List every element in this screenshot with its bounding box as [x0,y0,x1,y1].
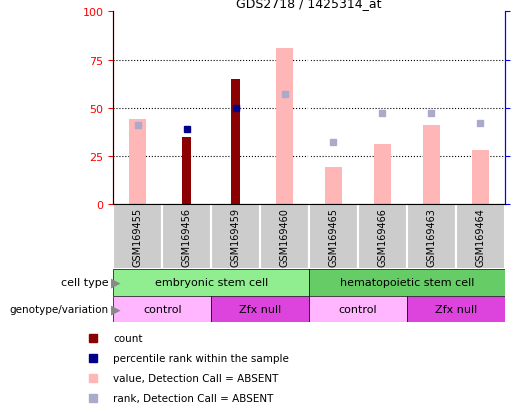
FancyBboxPatch shape [113,270,309,296]
FancyBboxPatch shape [309,296,407,322]
Text: GSM169459: GSM169459 [231,208,241,266]
FancyBboxPatch shape [113,204,162,270]
Bar [231,80,240,204]
Text: GSM169464: GSM169464 [475,208,485,266]
Bar [182,137,191,204]
Text: GSM169455: GSM169455 [133,208,143,267]
Text: GSM169460: GSM169460 [280,208,289,266]
Bar [374,145,391,204]
Text: GSM169463: GSM169463 [426,208,436,266]
FancyBboxPatch shape [211,204,260,270]
Text: hematopoietic stem cell: hematopoietic stem cell [340,278,474,287]
Bar [472,151,489,204]
FancyBboxPatch shape [358,204,407,270]
Text: embryonic stem cell: embryonic stem cell [154,278,268,287]
Text: ▶: ▶ [111,276,121,289]
FancyBboxPatch shape [407,296,505,322]
Bar [423,126,440,204]
Text: count: count [113,334,143,344]
Text: percentile rank within the sample: percentile rank within the sample [113,354,289,363]
Text: GSM169456: GSM169456 [182,208,192,266]
Text: GSM169465: GSM169465 [329,208,338,266]
FancyBboxPatch shape [113,296,211,322]
Text: control: control [338,304,377,314]
Text: rank, Detection Call = ABSENT: rank, Detection Call = ABSENT [113,394,273,404]
FancyBboxPatch shape [211,296,309,322]
Text: value, Detection Call = ABSENT: value, Detection Call = ABSENT [113,373,279,383]
Text: genotype/variation: genotype/variation [9,304,108,314]
Bar [325,168,342,204]
FancyBboxPatch shape [407,204,456,270]
Text: Zfx null: Zfx null [435,304,477,314]
FancyBboxPatch shape [162,204,211,270]
Text: ▶: ▶ [111,302,121,316]
Bar [129,120,146,204]
Text: control: control [143,304,181,314]
FancyBboxPatch shape [309,270,505,296]
FancyBboxPatch shape [260,204,309,270]
Text: GSM169466: GSM169466 [377,208,387,266]
Title: GDS2718 / 1425314_at: GDS2718 / 1425314_at [236,0,382,10]
FancyBboxPatch shape [456,204,505,270]
Text: cell type: cell type [61,278,108,287]
Bar [276,49,293,204]
FancyBboxPatch shape [309,204,358,270]
Text: Zfx null: Zfx null [239,304,281,314]
